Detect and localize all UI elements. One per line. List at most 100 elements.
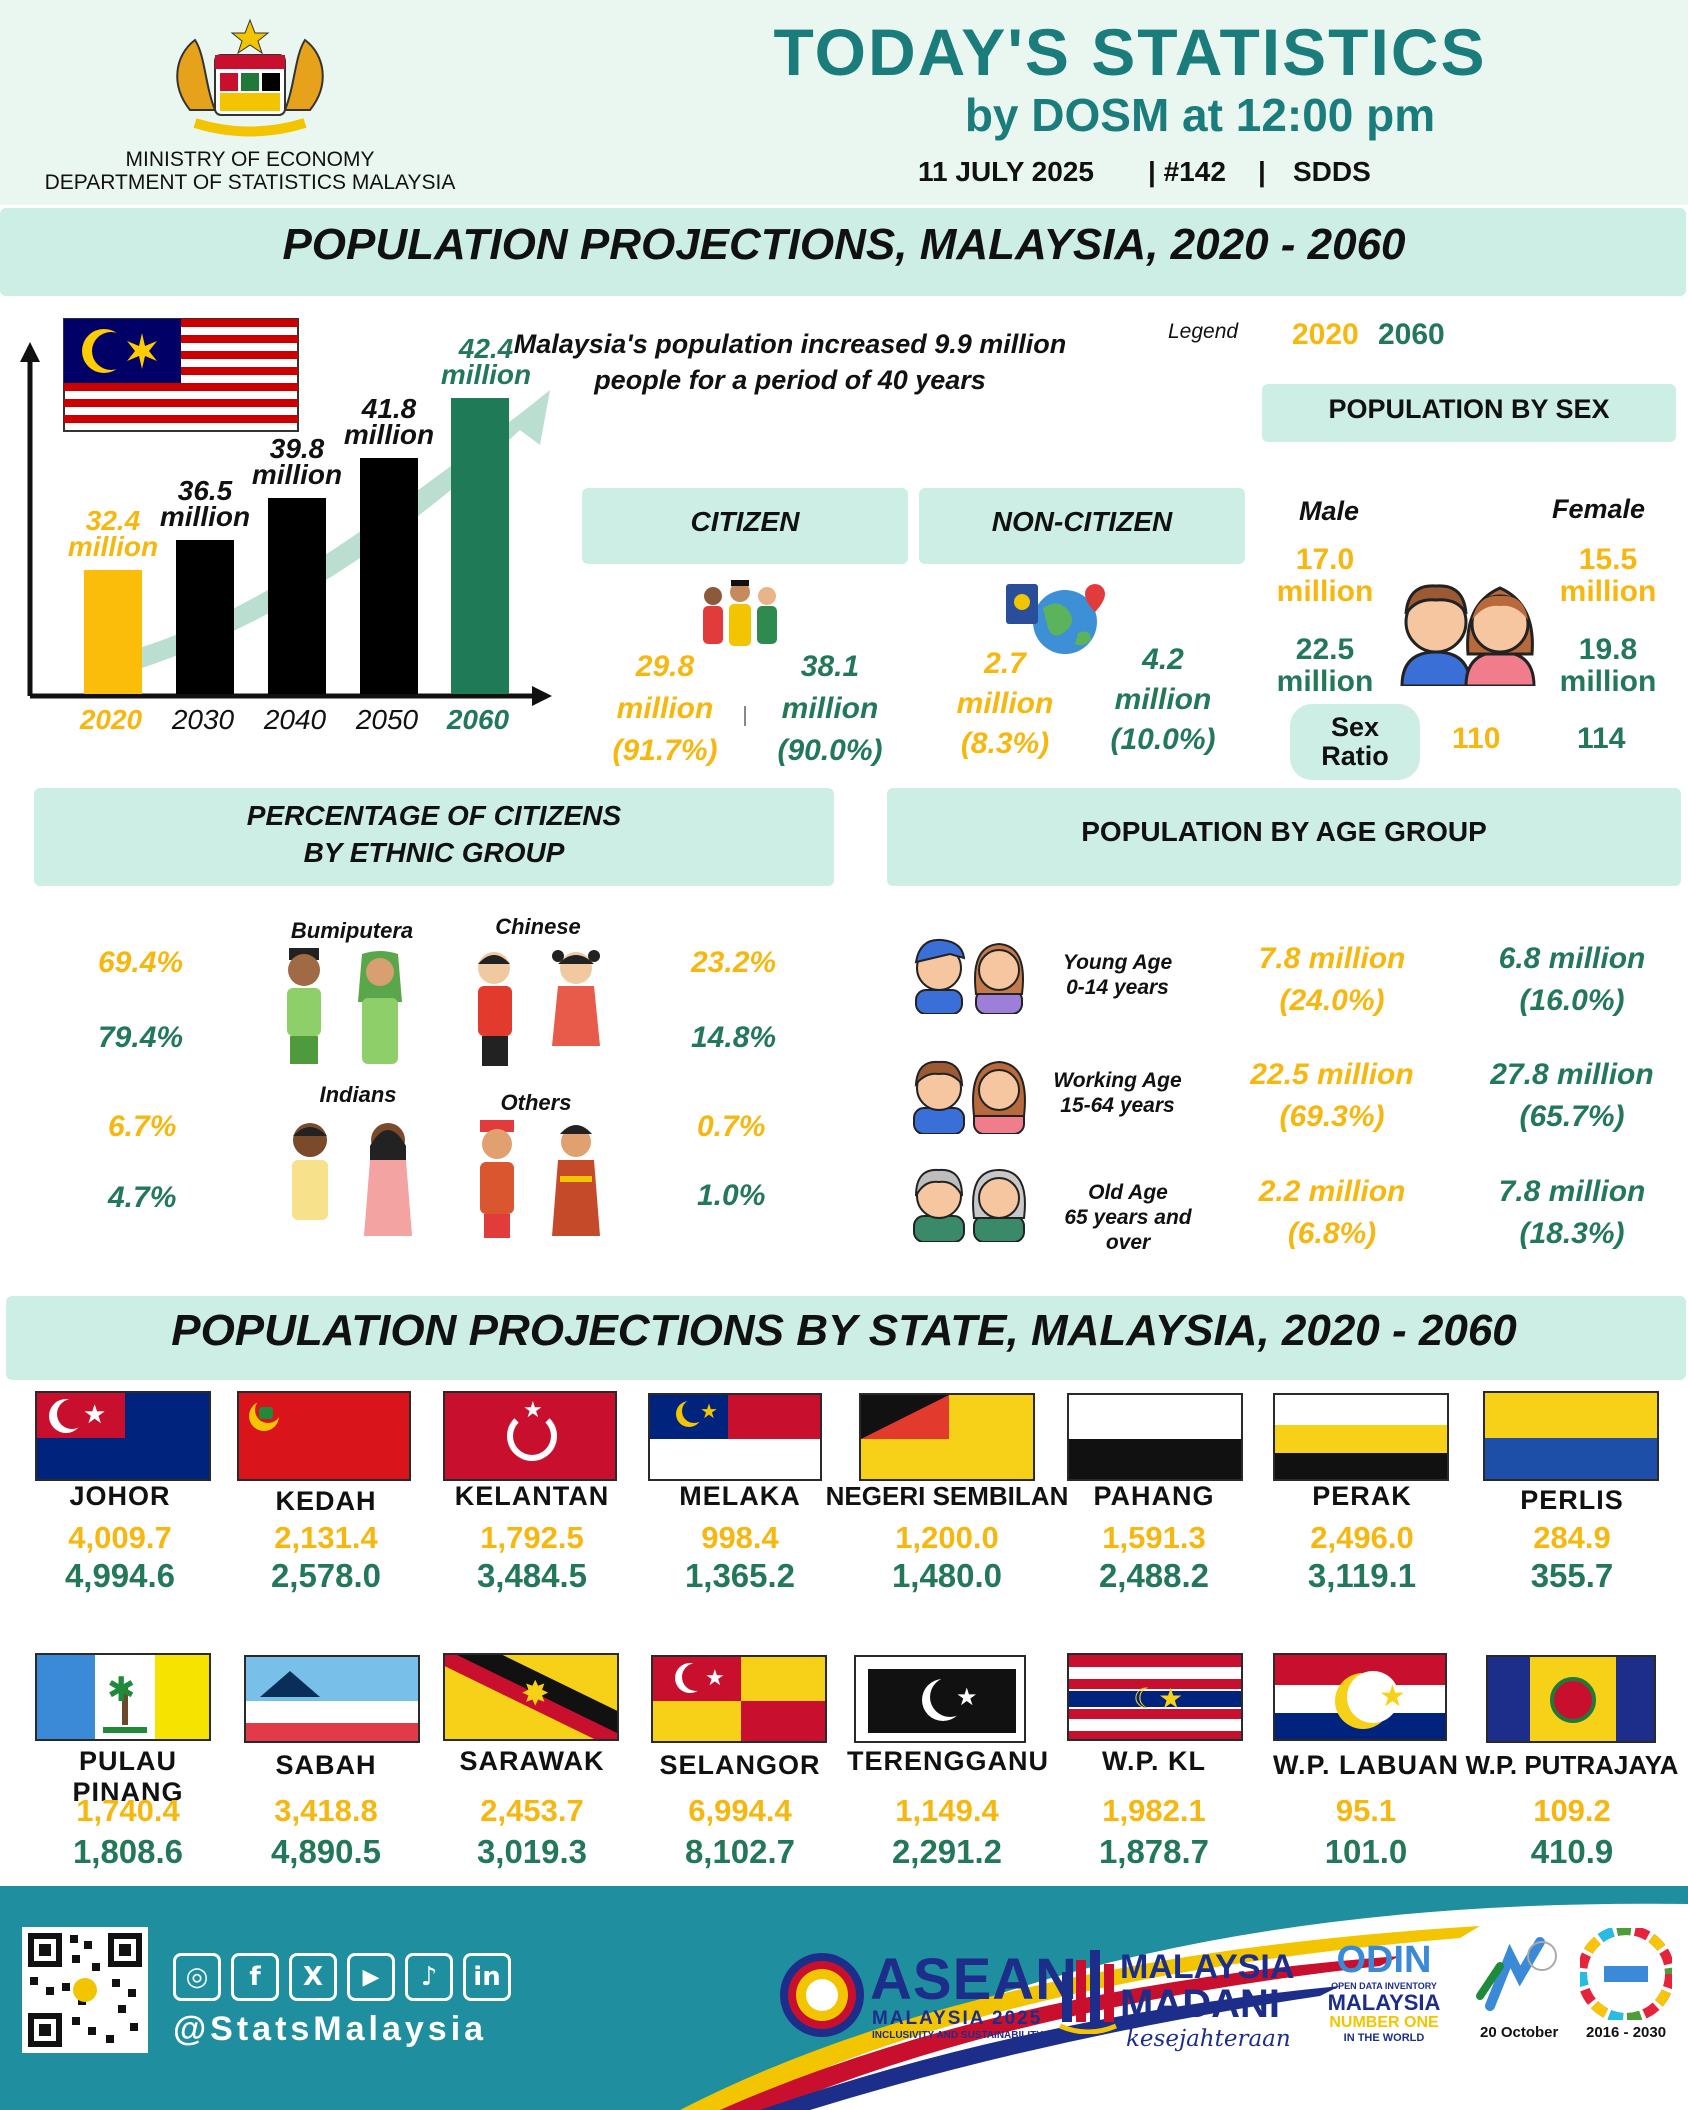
noncitizen-band [919, 488, 1245, 564]
department-name: DEPARTMENT OF STATISTICS MALAYSIA [44, 171, 456, 194]
header-date: 11 JULY 2025 [918, 156, 1094, 187]
selangor-flag: ★ [651, 1655, 827, 1743]
male-label: Male [1299, 496, 1360, 526]
citizen-2060-unit: million [781, 692, 879, 725]
state-name: W.P. PUTRAJAYA [1465, 1750, 1679, 1780]
state-value-2060: 2,488.2 [1098, 1557, 1210, 1594]
odin-line-4: NUMBER ONE [1329, 2014, 1439, 2031]
linkedin-icon[interactable]: in [463, 1953, 511, 2001]
ministry-name: MINISTRY OF ECONOMY [125, 148, 375, 171]
old-age-icon [913, 1168, 1026, 1242]
citizen-band [582, 488, 908, 564]
state-value-2020: 1,200.0 [895, 1520, 999, 1555]
header-issue: | #142 [1148, 156, 1226, 187]
noncitizen-2060-percent: (10.0%) [1110, 723, 1216, 756]
state-name: KELANTAN [454, 1481, 610, 1511]
ethnic-title-1: PERCENTAGE OF CITIZENS [246, 800, 622, 831]
globe-passport-icon [1006, 584, 1105, 654]
odin-line-3: MALAYSIA [1327, 1990, 1441, 2015]
sex-title: POPULATION BY SEX [1328, 394, 1610, 424]
state-value-2020: 3,418.8 [274, 1793, 378, 1828]
indians-2020: 6.7% [108, 1110, 177, 1143]
chinese-2020: 23.2% [691, 946, 777, 979]
bar-label-2030-unit: million [160, 501, 250, 532]
male-2020-value: 17.0 [1295, 543, 1355, 576]
male-2020-unit: million [1276, 575, 1374, 608]
state-value-2060: 1,808.6 [72, 1833, 184, 1870]
old-2060-percent: (18.3%) [1519, 1217, 1625, 1250]
summary-line-2: people for a period of 40 years [594, 365, 986, 395]
chinese-2060: 14.8% [691, 1021, 777, 1054]
tiktok-icon[interactable]: ♪ [405, 1953, 453, 2001]
legend-2020: 2020 [1292, 318, 1359, 351]
old-age-label: Old Age [1088, 1181, 1168, 1204]
state-value-2020: 2,453.7 [480, 1793, 584, 1828]
facebook-icon[interactable]: f [231, 1953, 279, 2001]
asean-subtitle: MALAYSIA 2025 [872, 2008, 1043, 2029]
x-icon[interactable]: X [289, 1953, 337, 2001]
melaka-flag: ★ [648, 1393, 822, 1481]
state-value-2060: 1,365.2 [684, 1557, 796, 1594]
citizen-2060-value: 38.1 [800, 650, 860, 683]
state-name: W.P. LABUAN [1272, 1750, 1459, 1780]
summary-line-1: Malaysia's population increased 9.9 mill… [513, 329, 1067, 359]
state-value-2020: 1,740.4 [76, 1793, 180, 1828]
madani-line-1: MALAYSIA [1120, 1948, 1295, 1986]
odin-line-5: IN THE WORLD [1343, 2032, 1425, 2044]
old-age-range-2: over [1105, 1231, 1151, 1254]
bar-label-2020-unit: million [68, 531, 158, 562]
sarawak-flag: ✸ [443, 1653, 619, 1741]
header-series: SDDS [1293, 156, 1371, 187]
state-name: MELAKA [679, 1481, 801, 1511]
age-band [887, 788, 1681, 886]
state-value-2060: 3,119.1 [1307, 1557, 1417, 1594]
state-value-2060: 1,878.7 [1098, 1833, 1210, 1870]
working-2020-percent: (69.3%) [1279, 1100, 1385, 1133]
bar-2040 [268, 498, 326, 694]
chinese-label: Chinese [495, 914, 581, 939]
state-value-2020: 1,792.5 [480, 1520, 584, 1555]
state-value-2060: 410.9 [1530, 1833, 1614, 1870]
noncitizen-2020-unit: million [956, 687, 1054, 720]
state-value-2020: 1,982.1 [1102, 1793, 1206, 1828]
legend-label: Legend [1168, 320, 1239, 343]
young-2060-value: 6.8 million [1498, 942, 1646, 975]
qr-code [22, 1927, 148, 2053]
kedah-flag [237, 1391, 411, 1481]
x-tick-2050: 2050 [355, 704, 419, 735]
page-title: TODAY'S STATISTICS [773, 15, 1487, 89]
citizen-divider [744, 706, 746, 726]
citizen-2020-value: 29.8 [635, 650, 695, 683]
state-value-2020: 1,591.3 [1102, 1520, 1206, 1555]
perlis-flag [1483, 1391, 1659, 1481]
wp-labuan-flag: ★ [1273, 1653, 1447, 1741]
state-value-2020: 4,009.7 [68, 1520, 172, 1555]
bumiputera-label: Bumiputera [290, 918, 414, 943]
johor-flag: ★ [35, 1391, 211, 1481]
others-2060: 1.0% [697, 1179, 766, 1212]
male-female-icon [1400, 584, 1536, 686]
citizen-2060-percent: (90.0%) [777, 734, 883, 767]
social-handle[interactable]: @StatsMalaysia [173, 2010, 488, 2048]
state-value-2020: 2,496.0 [1310, 1520, 1414, 1555]
others-people-icon [480, 1120, 600, 1238]
state-value-2060: 8,102.7 [684, 1833, 796, 1870]
young-age-range: 0-14 years [1066, 976, 1169, 999]
madani-logo [1059, 1950, 1117, 2034]
state-name: PERLIS [1520, 1485, 1624, 1515]
noncitizen-2060-value: 4.2 [1142, 643, 1184, 676]
pulau-pinang-flag: ✱ [35, 1653, 211, 1741]
asean-tagline: INCLUSIVITY AND SUSTAINABILITY [872, 2030, 1043, 2041]
page-subtitle: by DOSM at 12:00 pm [964, 89, 1436, 141]
instagram-icon[interactable]: ◎ [173, 1953, 221, 2001]
young-2020-value: 7.8 million [1258, 942, 1406, 975]
bar-2060 [451, 398, 509, 694]
state-name: JOHOR [69, 1481, 171, 1511]
state-value-2060: 4,994.6 [64, 1557, 176, 1594]
population-bar-chart: 32.4million202036.5million203039.8millio… [20, 318, 552, 735]
statistics-day-logo [1476, 1937, 1557, 2011]
x-tick-2040: 2040 [263, 704, 327, 735]
others-2020: 0.7% [697, 1110, 766, 1143]
youtube-icon[interactable]: ▶ [347, 1953, 395, 2001]
citizen-2020-unit: million [616, 692, 714, 725]
